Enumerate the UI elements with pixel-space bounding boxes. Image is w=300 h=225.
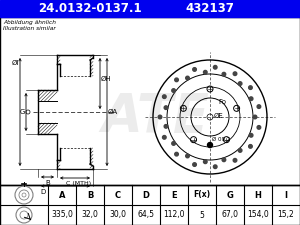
Text: 64,5: 64,5 (137, 211, 154, 220)
Text: 24.0132-0137.1: 24.0132-0137.1 (38, 2, 142, 15)
Text: 32,0: 32,0 (82, 211, 98, 220)
Text: A: A (59, 191, 65, 200)
Text: F(x): F(x) (194, 191, 211, 200)
Circle shape (213, 65, 217, 69)
Circle shape (193, 68, 196, 71)
Text: Abbildung ähnlich: Abbildung ähnlich (3, 20, 56, 25)
Text: 5: 5 (200, 211, 204, 220)
Text: B: B (45, 180, 50, 186)
Circle shape (186, 76, 189, 80)
Circle shape (233, 158, 237, 162)
Circle shape (249, 145, 252, 148)
Text: 335,0: 335,0 (51, 211, 73, 220)
Bar (0, 0, 300, 17)
Text: I: I (284, 191, 287, 200)
Text: ØE: ØE (214, 113, 224, 119)
Text: 112,0: 112,0 (163, 211, 185, 220)
Circle shape (203, 70, 207, 74)
Circle shape (238, 149, 242, 152)
Text: B: B (87, 191, 93, 200)
Text: Illustration similar: Illustration similar (3, 26, 56, 31)
Text: 154,0: 154,0 (247, 211, 269, 220)
Circle shape (203, 160, 207, 164)
Text: E: E (171, 191, 177, 200)
Text: 30,0: 30,0 (110, 211, 127, 220)
Circle shape (249, 86, 252, 89)
Circle shape (257, 105, 261, 108)
Circle shape (222, 72, 226, 76)
Circle shape (238, 82, 242, 85)
Circle shape (208, 142, 212, 148)
Circle shape (193, 163, 196, 166)
Text: ØH: ØH (101, 76, 112, 81)
Text: ØA: ØA (108, 109, 118, 115)
Circle shape (253, 115, 257, 119)
Text: D: D (142, 191, 149, 200)
Text: 15,2: 15,2 (278, 211, 294, 220)
Text: ØI: ØI (12, 60, 19, 66)
Bar (0, 185, 300, 225)
Circle shape (249, 97, 253, 101)
Text: Fo: Fo (218, 99, 226, 105)
Text: Ø 09,2: Ø 09,2 (212, 137, 230, 142)
Text: C: C (115, 191, 121, 200)
Circle shape (164, 125, 168, 128)
Circle shape (164, 106, 168, 109)
Text: H: H (255, 191, 261, 200)
Circle shape (163, 135, 166, 139)
Text: C (MTH): C (MTH) (66, 181, 92, 186)
Circle shape (163, 95, 166, 99)
Text: 67,0: 67,0 (221, 211, 239, 220)
Circle shape (172, 142, 175, 145)
Circle shape (213, 165, 217, 169)
Text: ATE: ATE (101, 91, 209, 143)
Text: D: D (40, 189, 45, 195)
Text: G: G (226, 191, 233, 200)
Text: G: G (20, 109, 25, 115)
Bar (0, 17, 300, 185)
Circle shape (257, 126, 261, 129)
Circle shape (222, 158, 226, 162)
Circle shape (172, 89, 175, 92)
Circle shape (175, 78, 178, 82)
Circle shape (186, 154, 189, 158)
Circle shape (158, 115, 162, 119)
Circle shape (249, 133, 253, 137)
Text: 432137: 432137 (186, 2, 234, 15)
Circle shape (175, 152, 178, 156)
Circle shape (233, 72, 237, 76)
